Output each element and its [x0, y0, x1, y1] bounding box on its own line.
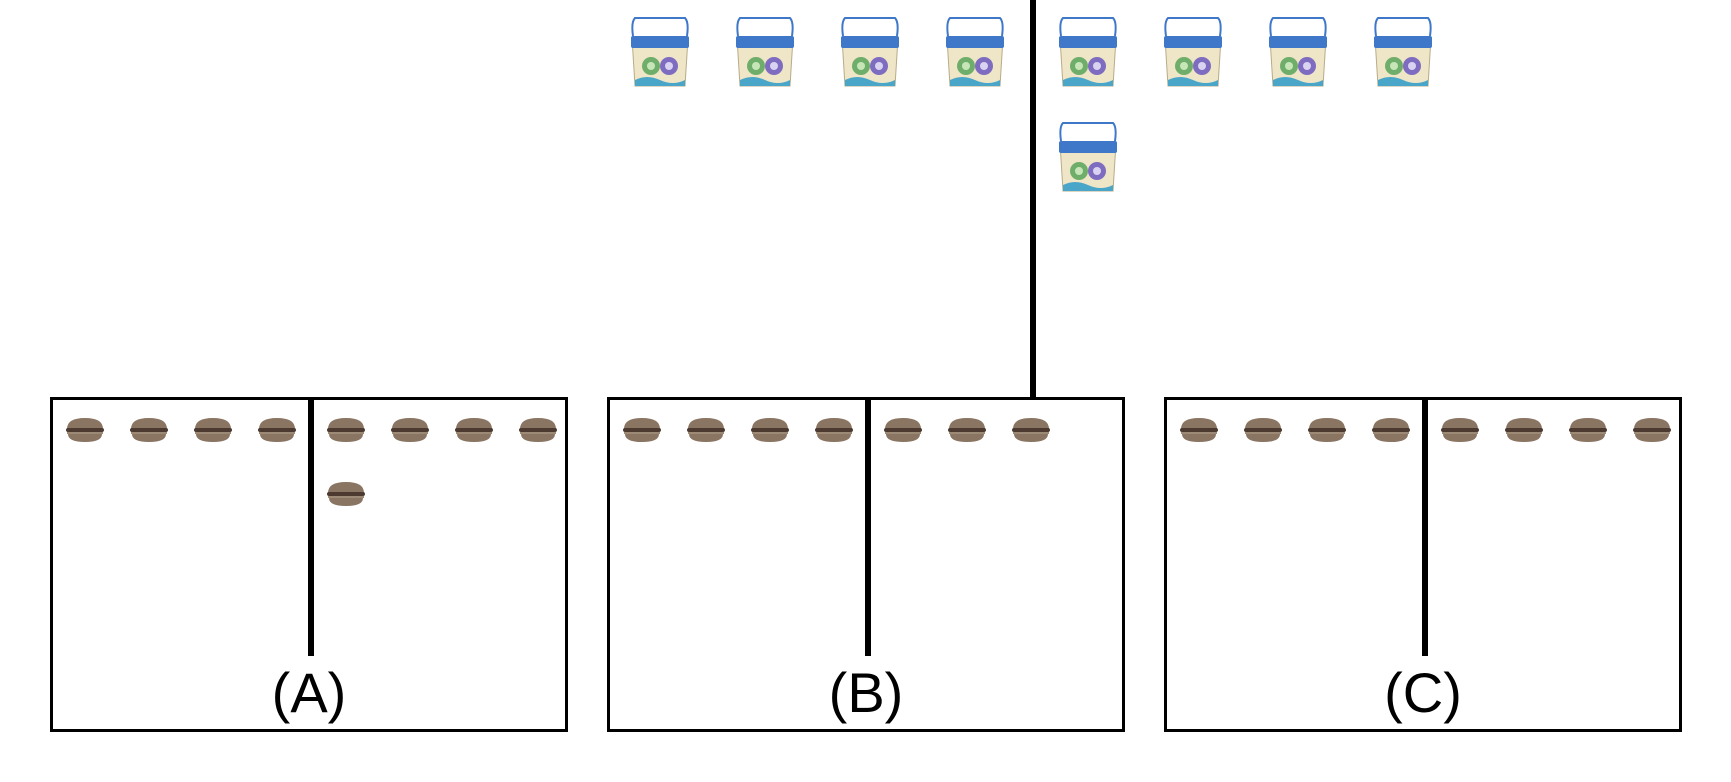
- burger-icon: [813, 416, 855, 444]
- burger-icon: [1010, 416, 1052, 444]
- option-c[interactable]: (C): [1164, 397, 1682, 732]
- burger-icon: [1567, 416, 1609, 444]
- basket-icon: [1160, 16, 1226, 90]
- top-separator-line: [1030, 0, 1036, 397]
- option-a-divider: [308, 400, 314, 656]
- basket-icon: [1055, 16, 1121, 90]
- option-b-label: (B): [828, 661, 904, 724]
- burger-icon: [882, 416, 924, 444]
- option-a[interactable]: (A): [50, 397, 568, 732]
- burger-icon: [621, 416, 663, 444]
- burger-icon: [325, 416, 367, 444]
- option-c-divider: [1422, 400, 1428, 656]
- burger-icon: [128, 416, 170, 444]
- option-c-label: (C): [1384, 661, 1462, 724]
- basket-icon: [732, 16, 798, 90]
- burger-icon: [685, 416, 727, 444]
- basket-icon: [1370, 16, 1436, 90]
- basket-icon: [627, 16, 693, 90]
- option-b[interactable]: (B): [607, 397, 1125, 732]
- burger-icon: [1306, 416, 1348, 444]
- burger-icon: [1370, 416, 1412, 444]
- basket-icon: [837, 16, 903, 90]
- basket-icon: [1265, 16, 1331, 90]
- burger-icon: [192, 416, 234, 444]
- burger-icon: [1503, 416, 1545, 444]
- burger-icon: [256, 416, 298, 444]
- burger-icon: [1242, 416, 1284, 444]
- option-b-divider: [865, 400, 871, 656]
- basket-icon: [942, 16, 1008, 90]
- burger-icon: [389, 416, 431, 444]
- burger-icon: [1439, 416, 1481, 444]
- basket-icon: [1055, 121, 1121, 195]
- burger-icon: [325, 480, 367, 508]
- burger-icon: [1631, 416, 1673, 444]
- burger-icon: [517, 416, 559, 444]
- burger-icon: [64, 416, 106, 444]
- burger-icon: [946, 416, 988, 444]
- burger-icon: [453, 416, 495, 444]
- burger-icon: [749, 416, 791, 444]
- burger-icon: [1178, 416, 1220, 444]
- option-a-label: (A): [271, 661, 347, 724]
